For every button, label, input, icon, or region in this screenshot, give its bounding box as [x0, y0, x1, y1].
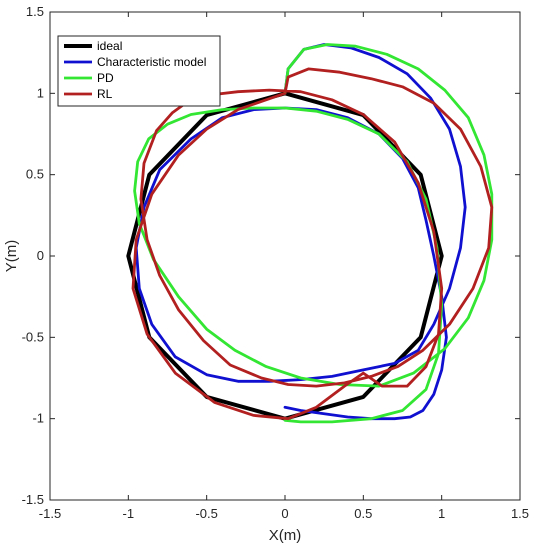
x-tick-label: 1.5: [511, 506, 529, 521]
y-tick-label: 1.5: [26, 4, 44, 19]
legend-entry: PD: [97, 71, 114, 85]
x-axis-label: X(m): [269, 527, 302, 544]
y-tick-label: -1.5: [22, 492, 44, 507]
legend-entry: ideal: [97, 39, 122, 53]
x-tick-label: 0: [281, 506, 288, 521]
y-axis-label: Y(m): [3, 240, 20, 273]
x-tick-label: 0.5: [354, 506, 372, 521]
x-tick-label: -1: [123, 506, 135, 521]
x-tick-label: -1.5: [39, 506, 61, 521]
y-tick-label: 0: [37, 248, 44, 263]
y-tick-label: 1: [37, 85, 44, 100]
y-tick-label: 0.5: [26, 167, 44, 182]
y-tick-label: -0.5: [22, 329, 44, 344]
y-tick-label: -1: [32, 411, 44, 426]
tick-layer: -1.5 -1 -0.5 0 0.5 1 1.5 -1.5 -1 -0.5 0 0.5 1 1.5: [22, 4, 529, 521]
legend: ideal Characteristic model PD RL: [57, 35, 221, 107]
x-tick-label: 1: [438, 506, 445, 521]
x-tick-label: -0.5: [195, 506, 217, 521]
legend-entry: Characteristic model: [97, 55, 206, 69]
legend-entry: RL: [97, 87, 113, 101]
